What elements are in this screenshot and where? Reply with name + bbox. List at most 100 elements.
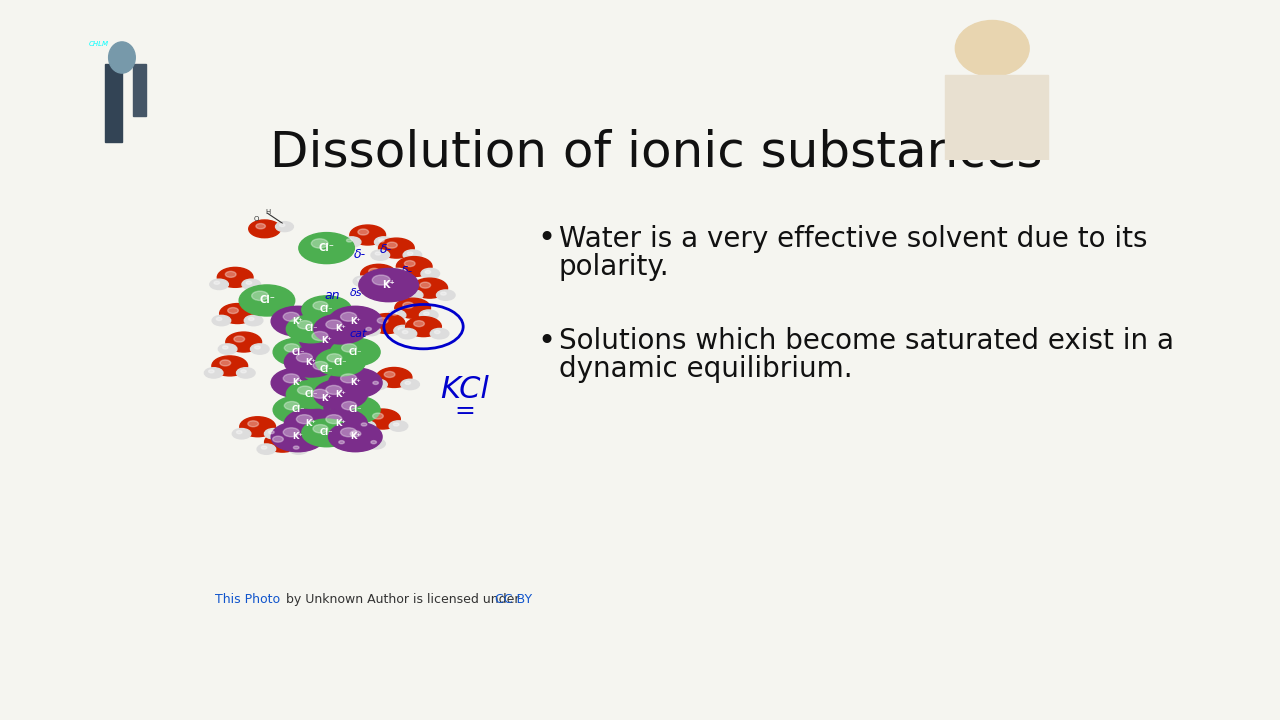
Circle shape bbox=[408, 292, 415, 295]
Circle shape bbox=[287, 381, 335, 408]
Circle shape bbox=[420, 310, 438, 320]
Circle shape bbox=[219, 344, 237, 354]
Circle shape bbox=[351, 431, 361, 437]
Circle shape bbox=[394, 325, 412, 336]
Circle shape bbox=[358, 229, 369, 235]
Circle shape bbox=[330, 338, 380, 366]
Circle shape bbox=[421, 269, 439, 279]
Circle shape bbox=[212, 315, 230, 325]
Circle shape bbox=[404, 382, 411, 384]
Circle shape bbox=[216, 318, 221, 320]
Circle shape bbox=[300, 325, 353, 356]
Text: an: an bbox=[324, 289, 339, 302]
Circle shape bbox=[375, 252, 380, 255]
Circle shape bbox=[248, 220, 280, 238]
Circle shape bbox=[300, 383, 353, 413]
Circle shape bbox=[289, 444, 307, 454]
Circle shape bbox=[342, 402, 357, 410]
Text: Cl⁻: Cl⁻ bbox=[292, 348, 305, 356]
Circle shape bbox=[329, 368, 383, 398]
Circle shape bbox=[375, 237, 393, 247]
Circle shape bbox=[366, 328, 371, 330]
Circle shape bbox=[302, 296, 352, 323]
Circle shape bbox=[339, 441, 344, 444]
Circle shape bbox=[212, 356, 247, 376]
Circle shape bbox=[407, 252, 413, 255]
Text: δs-: δs- bbox=[351, 288, 366, 298]
Circle shape bbox=[424, 312, 429, 315]
Circle shape bbox=[334, 438, 353, 449]
Text: Cl⁻: Cl⁻ bbox=[319, 243, 334, 253]
Circle shape bbox=[248, 318, 253, 320]
Circle shape bbox=[357, 420, 375, 431]
Circle shape bbox=[340, 428, 357, 437]
Text: Cl⁻: Cl⁻ bbox=[320, 365, 333, 374]
Circle shape bbox=[248, 420, 259, 427]
Text: K⁺: K⁺ bbox=[306, 419, 316, 428]
Circle shape bbox=[256, 223, 265, 229]
Circle shape bbox=[283, 312, 300, 321]
Circle shape bbox=[388, 310, 406, 320]
Circle shape bbox=[252, 291, 269, 300]
Text: cat: cat bbox=[349, 329, 367, 339]
Circle shape bbox=[234, 336, 244, 342]
Circle shape bbox=[209, 370, 214, 373]
Circle shape bbox=[412, 278, 448, 298]
Text: Water is a very effective solvent due to its: Water is a very effective solvent due to… bbox=[559, 225, 1147, 253]
Circle shape bbox=[430, 328, 449, 339]
Circle shape bbox=[393, 271, 398, 274]
Circle shape bbox=[402, 330, 408, 333]
Circle shape bbox=[287, 315, 335, 343]
Circle shape bbox=[283, 374, 300, 383]
Circle shape bbox=[314, 409, 367, 438]
Circle shape bbox=[367, 438, 385, 449]
Circle shape bbox=[384, 372, 396, 377]
Circle shape bbox=[293, 446, 300, 449]
Circle shape bbox=[436, 290, 456, 300]
Text: KCl: KCl bbox=[440, 374, 489, 403]
Circle shape bbox=[385, 276, 404, 287]
Circle shape bbox=[297, 353, 312, 362]
Circle shape bbox=[342, 427, 378, 446]
Circle shape bbox=[284, 343, 300, 352]
Circle shape bbox=[314, 314, 367, 344]
Text: K⁺: K⁺ bbox=[349, 432, 361, 441]
Circle shape bbox=[379, 239, 384, 242]
Circle shape bbox=[397, 256, 433, 276]
Circle shape bbox=[401, 379, 420, 390]
Circle shape bbox=[403, 302, 413, 308]
Circle shape bbox=[314, 379, 367, 410]
Circle shape bbox=[239, 417, 275, 437]
Circle shape bbox=[311, 239, 328, 248]
Circle shape bbox=[372, 413, 383, 419]
Circle shape bbox=[269, 431, 274, 433]
Circle shape bbox=[389, 269, 407, 279]
Text: K⁺: K⁺ bbox=[321, 336, 332, 345]
Circle shape bbox=[376, 367, 412, 387]
Circle shape bbox=[275, 222, 293, 232]
Text: K⁺: K⁺ bbox=[321, 394, 332, 402]
Circle shape bbox=[241, 370, 246, 373]
Circle shape bbox=[369, 379, 388, 390]
Bar bbox=[133, 64, 146, 116]
Text: •: • bbox=[538, 225, 556, 253]
Circle shape bbox=[284, 347, 338, 377]
Text: by Unknown Author is licensed under: by Unknown Author is licensed under bbox=[282, 593, 524, 606]
Circle shape bbox=[372, 275, 390, 285]
Circle shape bbox=[326, 415, 342, 423]
Text: dynamic equilibrium.: dynamic equilibrium. bbox=[559, 355, 852, 383]
Circle shape bbox=[214, 282, 220, 284]
Circle shape bbox=[314, 302, 328, 310]
Circle shape bbox=[340, 374, 357, 383]
Text: K⁺: K⁺ bbox=[293, 432, 303, 441]
Circle shape bbox=[220, 360, 230, 366]
Text: Cl⁻: Cl⁻ bbox=[320, 428, 333, 437]
Circle shape bbox=[271, 306, 325, 336]
Text: K⁺: K⁺ bbox=[293, 317, 303, 325]
Text: Cl⁻: Cl⁻ bbox=[259, 295, 275, 305]
Circle shape bbox=[239, 285, 294, 316]
Text: Cl⁻: Cl⁻ bbox=[348, 405, 362, 414]
Text: K⁺: K⁺ bbox=[306, 358, 316, 366]
Circle shape bbox=[297, 320, 312, 329]
Text: polarity.: polarity. bbox=[559, 253, 669, 281]
